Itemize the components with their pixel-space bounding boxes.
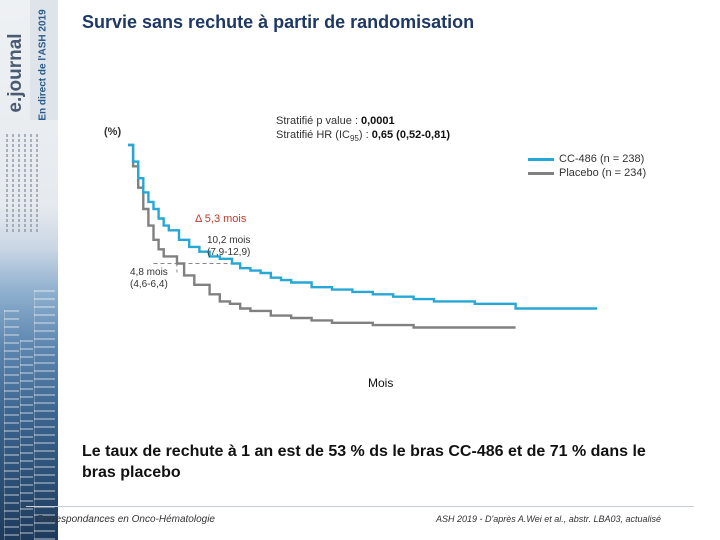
stats-box: Stratifié p value : 0,0001 Stratifié HR … xyxy=(276,114,450,146)
median-placebo-ci: (4,6-6,4) xyxy=(130,279,168,290)
hr-label: Stratifié HR (IC xyxy=(276,129,350,141)
hr-subscript: 95 xyxy=(349,134,359,144)
footer-journal-name: Correspondances en Onco-Hématologie xyxy=(36,514,215,525)
building-image xyxy=(34,290,55,540)
median-placebo-label: 4,8 mois xyxy=(130,267,168,278)
x-axis-label: Mois xyxy=(368,376,394,390)
legend-item-cc486: CC-486 (n = 238) xyxy=(528,152,646,166)
p-value-label: Stratifié p value : xyxy=(276,115,358,127)
building-image xyxy=(20,340,33,540)
journal-sidebar: e.journal En direct de l'ASH 2019 xyxy=(0,0,58,540)
median-annotation-cc486: 10,2 mois (7,9-12,9) xyxy=(207,235,250,259)
y-axis-label: (%) xyxy=(104,126,122,138)
chart-legend: CC-486 (n = 238) Placebo (n = 234) xyxy=(528,152,646,180)
footer-divider xyxy=(26,506,694,507)
sidebar-stripe xyxy=(30,0,58,120)
legend-swatch-placebo xyxy=(528,171,554,175)
series-line-placebo xyxy=(128,143,516,329)
delta-annotation: Δ 5,3 mois xyxy=(195,213,247,225)
median-cc486-ci: (7,9-12,9) xyxy=(207,247,251,258)
legend-label-cc486: CC-486 (n = 238) xyxy=(559,153,645,165)
p-value-line: Stratifié p value : 0,0001 xyxy=(276,114,450,128)
hr-line: Stratifié HR (IC95) : 0,65 (0,52-0,81) xyxy=(276,128,450,146)
hr-colon: ) : xyxy=(358,129,369,141)
slide-title: Survie sans rechute à partir de randomis… xyxy=(82,12,475,32)
p-value: 0,0001 xyxy=(361,115,395,127)
legend-label-placebo: Placebo (n = 234) xyxy=(559,167,647,179)
footer-source: ASH 2019 - D'après A.Wei et al., abstr. … xyxy=(436,514,661,524)
legend-swatch-cc486 xyxy=(528,157,554,161)
building-image xyxy=(4,310,19,540)
conclusion-text: Le taux de rechute à 1 an est de 53 % ds… xyxy=(82,443,646,481)
legend-item-placebo: Placebo (n = 234) xyxy=(528,166,646,180)
series-line-cc486 xyxy=(128,143,598,310)
hr-value: 0,65 (0,52-0,81) xyxy=(371,129,450,141)
median-annotation-placebo: 4,8 mois (4,6-6,4) xyxy=(130,267,168,291)
median-cc486-label: 10,2 mois xyxy=(207,235,251,246)
sidebar-fine-print xyxy=(4,130,56,240)
